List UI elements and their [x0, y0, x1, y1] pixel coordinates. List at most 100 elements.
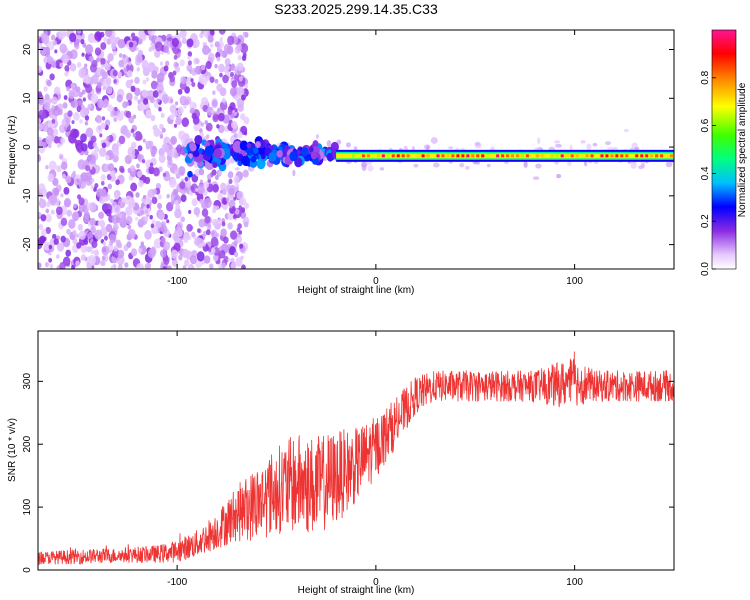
- spectrogram-marks: [38, 30, 674, 269]
- noise-speckle: [95, 125, 103, 134]
- noise-speckle: [170, 249, 179, 260]
- noise-speckle: [202, 45, 210, 56]
- noise-speckle: [45, 46, 49, 51]
- noise-speckle: [184, 179, 192, 188]
- noise-speckle: [114, 193, 120, 200]
- transition-blob: [310, 151, 318, 160]
- noise-speckle: [569, 144, 573, 151]
- noise-speckle: [72, 170, 76, 175]
- noise-speckle: [162, 172, 167, 177]
- signal-core: [391, 154, 395, 158]
- signal-core: [386, 154, 390, 158]
- noise-speckle: [239, 197, 247, 206]
- noise-speckle: [152, 188, 157, 195]
- noise-speckle: [227, 108, 233, 116]
- noise-speckle: [66, 228, 71, 235]
- noise-speckle: [135, 192, 140, 198]
- noise-speckle: [240, 94, 246, 101]
- noise-speckle: [221, 230, 227, 237]
- colorbar-tick-label: 0.6: [700, 118, 711, 132]
- noise-speckle: [134, 95, 139, 101]
- noise-speckle: [45, 214, 52, 223]
- signal-core: [496, 154, 500, 158]
- noise-speckle: [151, 196, 158, 205]
- signal-core: [451, 154, 455, 158]
- noise-speckle: [216, 124, 220, 129]
- noise-speckle: [150, 80, 158, 90]
- noise-speckle: [212, 183, 219, 193]
- noise-speckle: [145, 109, 152, 118]
- noise-speckle: [116, 94, 123, 103]
- noise-speckle: [292, 169, 296, 177]
- noise-speckle: [138, 30, 146, 40]
- noise-speckle: [156, 221, 162, 229]
- noise-speckle: [44, 93, 50, 101]
- noise-speckle: [221, 97, 226, 104]
- noise-speckle: [177, 88, 183, 95]
- transition-blob: [198, 148, 203, 154]
- snr-frame: [37, 330, 675, 571]
- noise-speckle: [50, 34, 56, 41]
- noise-speckle: [53, 40, 57, 46]
- colorbar-label: Normalized spectral amplitude: [737, 82, 748, 217]
- noise-speckle: [85, 84, 93, 94]
- signal-core: [620, 154, 624, 158]
- noise-speckle: [60, 217, 68, 227]
- noise-speckle: [142, 159, 146, 164]
- noise-speckle: [167, 158, 173, 166]
- noise-speckle: [241, 55, 247, 62]
- noise-speckle: [100, 260, 105, 266]
- noise-speckle: [179, 59, 185, 67]
- noise-speckle: [141, 89, 149, 98]
- noise-speckle: [87, 231, 94, 239]
- transition-blob: [189, 143, 197, 152]
- noise-speckle: [90, 135, 97, 144]
- noise-speckle: [130, 182, 138, 192]
- noise-speckle: [78, 100, 83, 106]
- noise-speckle: [101, 180, 105, 186]
- noise-speckle: [73, 203, 77, 209]
- noise-speckle: [193, 207, 201, 216]
- noise-speckle: [219, 189, 223, 194]
- noise-speckle: [45, 226, 51, 235]
- noise-speckle: [88, 154, 96, 165]
- noise-speckle: [186, 38, 194, 48]
- colorbar: 0.0 0.2 0.4 0.6 0.8 Normalized spectral ampl…: [700, 29, 748, 276]
- noise-speckle: [113, 149, 120, 157]
- noise-speckle: [171, 37, 179, 48]
- noise-speckle: [124, 262, 129, 268]
- noise-speckle: [229, 87, 237, 97]
- noise-speckle: [225, 197, 230, 203]
- noise-speckle: [125, 215, 133, 225]
- snr-ytick-label: 100: [22, 498, 33, 515]
- noise-speckle: [150, 150, 156, 158]
- noise-speckle: [217, 112, 225, 122]
- noise-speckle: [135, 216, 139, 221]
- signal-core: [352, 154, 356, 158]
- noise-speckle: [44, 262, 49, 268]
- noise-speckle: [138, 247, 143, 254]
- noise-speckle: [191, 81, 196, 88]
- noise-speckle: [150, 114, 156, 122]
- noise-speckle: [101, 255, 106, 261]
- noise-speckle: [114, 106, 118, 112]
- noise-speckle: [78, 230, 86, 240]
- noise-speckle: [161, 143, 169, 153]
- noise-speckle: [244, 84, 249, 89]
- noise-speckle: [45, 135, 53, 145]
- noise-speckle: [592, 142, 598, 147]
- noise-speckle: [183, 237, 189, 244]
- noise-speckle: [189, 255, 197, 265]
- noise-speckle: [240, 211, 247, 220]
- noise-speckle: [92, 142, 97, 148]
- noise-speckle: [228, 187, 235, 196]
- noise-speckle: [53, 86, 61, 96]
- noise-speckle: [170, 114, 175, 120]
- signal-core: [466, 154, 470, 158]
- noise-speckle: [425, 145, 430, 150]
- signal-core: [456, 154, 460, 158]
- snr-series-line: [38, 351, 674, 566]
- noise-speckle: [191, 231, 196, 238]
- noise-speckle: [153, 238, 162, 249]
